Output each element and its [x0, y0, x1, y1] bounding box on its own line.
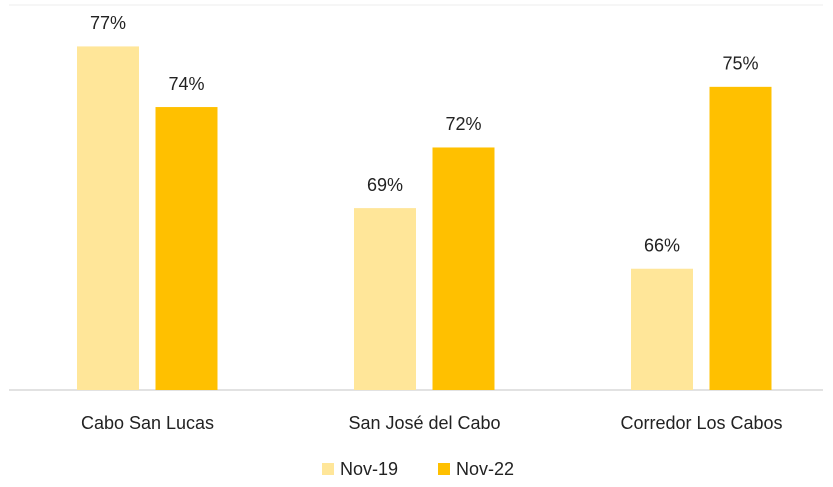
bar [631, 268, 693, 390]
legend-swatch [438, 463, 450, 475]
legend-label: Nov-22 [456, 459, 514, 479]
data-label: 74% [168, 74, 204, 94]
x-tick-label: Cabo San Lucas [81, 413, 214, 433]
data-label: 69% [367, 175, 403, 195]
data-label: 77% [90, 13, 126, 33]
legend-swatch [322, 463, 334, 475]
data-label: 72% [445, 114, 481, 134]
legend-label: Nov-19 [340, 459, 398, 479]
bar [432, 147, 495, 390]
bar [354, 208, 416, 390]
data-label: 75% [722, 54, 758, 74]
bar [77, 46, 139, 390]
x-tick-label: San José del Cabo [348, 413, 500, 433]
bar [709, 86, 772, 390]
bar [155, 107, 218, 390]
data-label: 66% [644, 235, 680, 255]
x-tick-label: Corredor Los Cabos [620, 413, 782, 433]
